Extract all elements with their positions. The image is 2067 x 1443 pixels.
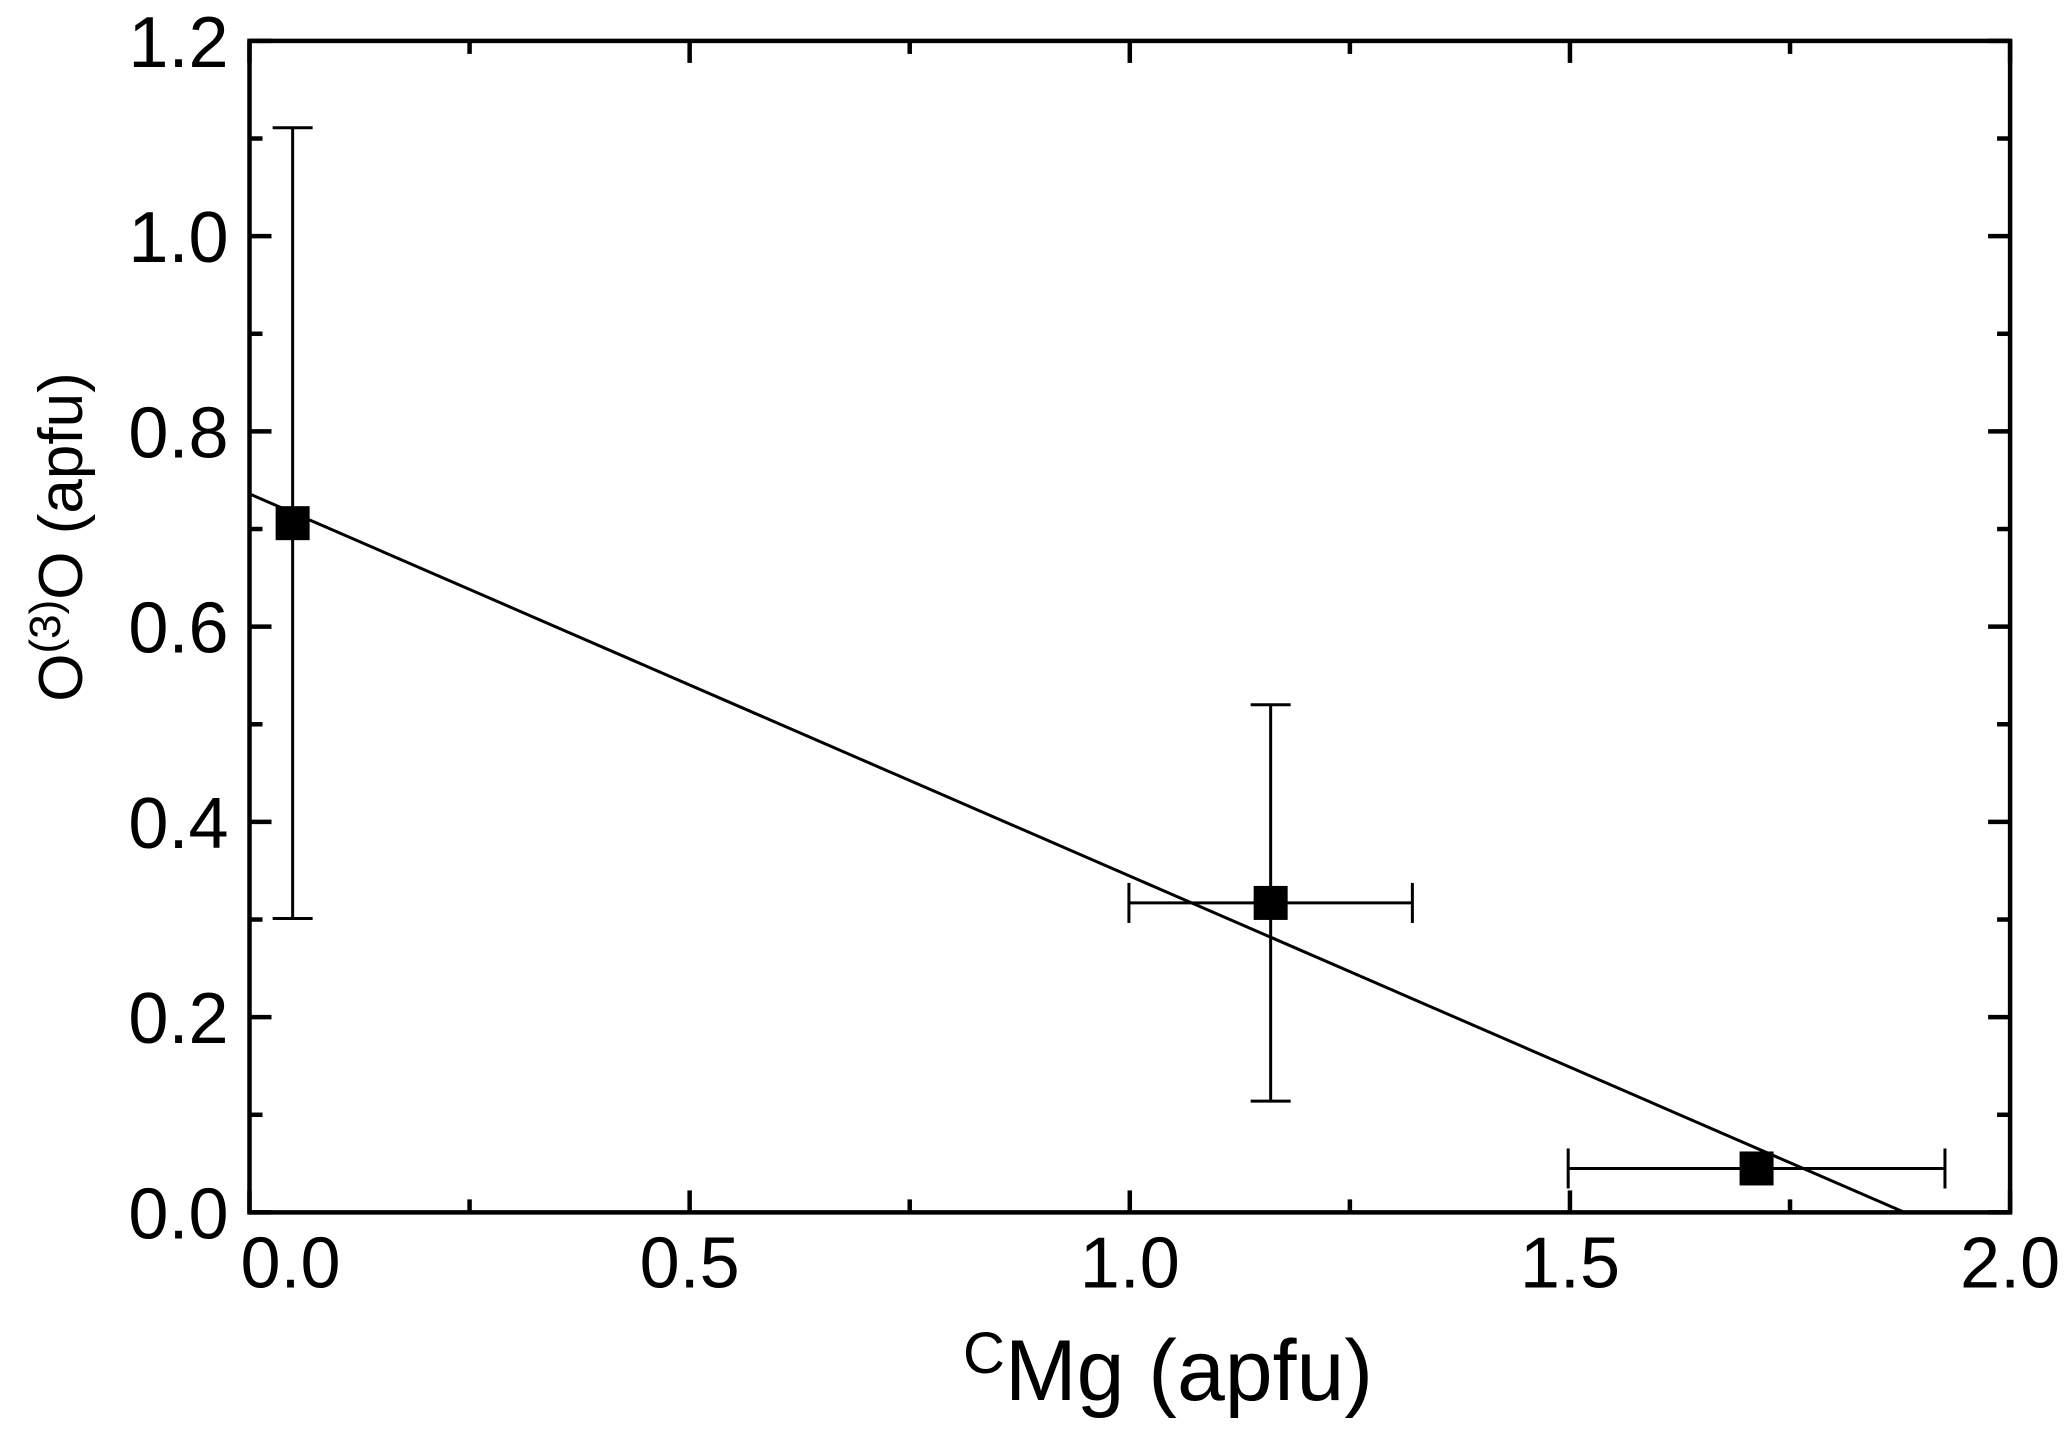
svg-text:1.2: 1.2	[128, 3, 228, 83]
svg-text:0.0: 0.0	[240, 1223, 340, 1303]
svg-text:0.8: 0.8	[128, 393, 228, 473]
svg-text:2.0: 2.0	[1960, 1223, 2060, 1303]
svg-text:1.0: 1.0	[1080, 1223, 1180, 1303]
svg-text:0.5: 0.5	[640, 1223, 740, 1303]
svg-text:0.4: 0.4	[128, 784, 228, 864]
svg-text:0.0: 0.0	[128, 1174, 228, 1254]
svg-text:CMg (apfu): CMg (apfu)	[963, 1321, 1373, 1419]
svg-text:0.2: 0.2	[128, 979, 228, 1059]
svg-text:1.5: 1.5	[1520, 1223, 1620, 1303]
svg-text:1.0: 1.0	[128, 198, 228, 278]
svg-text:0.6: 0.6	[128, 589, 228, 669]
